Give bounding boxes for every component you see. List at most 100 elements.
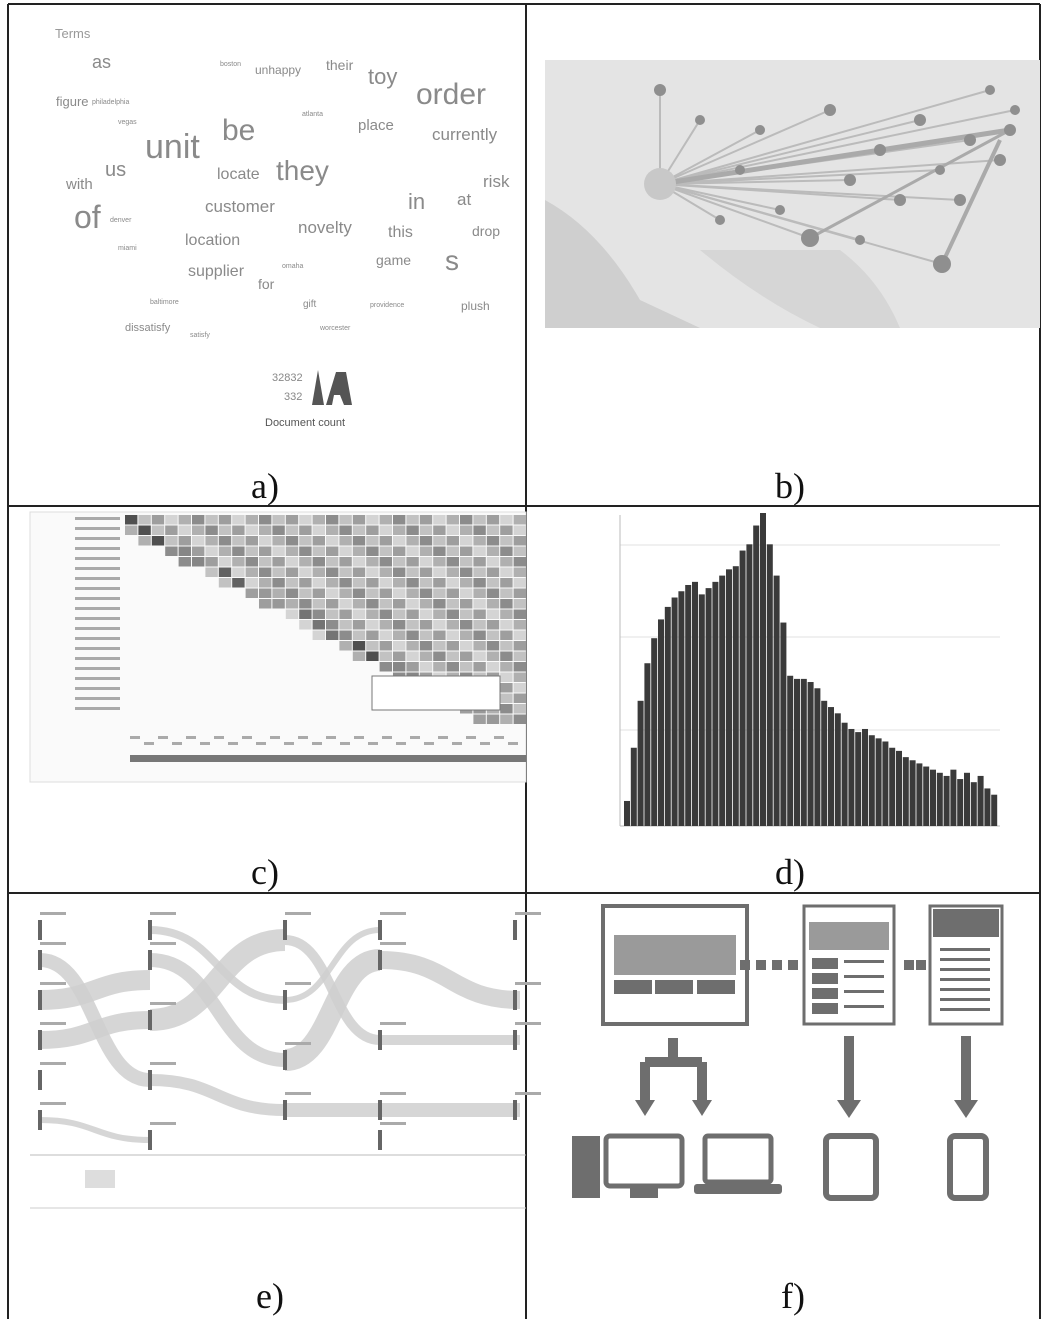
matrix-cell [393,515,406,525]
matrix-cell [406,609,419,619]
histogram-bar [651,638,658,826]
page-block [655,980,693,994]
matrix-cell [433,609,446,619]
matrix-cell [192,546,205,556]
histogram-bar [692,581,698,826]
word: risk [483,172,510,191]
matrix-cell [500,546,513,556]
word: of [74,199,101,235]
matrix-cell [379,630,392,640]
histogram-bar [957,779,964,826]
node-label [40,912,66,915]
matrix-cell [285,609,299,619]
word: game [376,252,411,268]
matrix-cell [379,578,392,588]
sankey-flow [39,953,151,1087]
matrix-cell [500,641,513,651]
matrix-cell [486,525,500,535]
sankey-node [38,1110,42,1130]
histogram-bar [970,782,977,826]
matrix-cell [366,578,379,588]
matrix-cell [379,525,392,535]
matrix-cell [473,651,486,661]
col-label [340,742,350,745]
page-line [940,1008,990,1011]
matrix-cell [366,567,379,577]
histogram-bar [637,700,644,826]
matrix-cell [339,609,352,619]
node-label [380,942,406,945]
matrix-cell [232,525,245,535]
matrix-cell [285,525,299,535]
matrix-cell [486,651,500,661]
matrix-cell [473,567,486,577]
sankey-node [378,1100,382,1120]
matrix-cell [285,567,299,577]
histogram-bar [855,732,862,826]
matrix-cell [259,588,272,598]
map-node [855,235,865,245]
matrix-cell [205,525,218,535]
sankey-flow [149,1074,286,1116]
matrix-cell [312,567,325,577]
page-hero [614,935,736,975]
row-label [75,567,120,570]
col-label [326,736,336,739]
matrix-cell [218,536,232,546]
node-label [285,982,311,985]
matrix-cell [245,525,258,535]
map-node [1004,124,1016,136]
matrix-cell [339,567,352,577]
matrix-cell [352,525,366,535]
node-label [380,912,406,915]
word: in [408,189,425,214]
col-label [270,736,280,739]
map-link [659,183,961,201]
matrix-cell [232,557,245,567]
matrix-cell [460,599,473,609]
matrix-cell [312,630,325,640]
matrix-cell [326,557,339,567]
matrix-cell [473,609,486,619]
matrix-cell [513,630,526,640]
matrix-cell [285,578,299,588]
col-label [214,736,224,739]
matrix-cell [339,546,352,556]
tablet [823,1133,879,1201]
matrix-cell [446,578,459,588]
matrix-cell [259,546,272,556]
histogram-bar [746,544,753,826]
matrix-cell [192,515,205,525]
matrix-cell [433,630,446,640]
matrix-cell [285,599,299,609]
matrix-cell [272,578,285,588]
matrix-cell [259,515,272,525]
map-link [659,183,811,239]
matrix-cell [178,557,191,567]
word: novelty [298,218,352,237]
matrix-cell [285,557,299,567]
matrix-cell [245,567,258,577]
sankey-node [378,950,382,970]
histogram-bar [719,575,726,826]
page-hero [809,922,889,950]
matrix-cell [406,651,419,661]
matrix-cell [272,546,285,556]
matrix-cell [339,630,352,640]
row-label [75,597,120,600]
word: boston [220,61,241,68]
matrix-cell [446,525,459,535]
matrix-cell [285,588,299,598]
histogram-bar [760,513,766,826]
matrix-cell [218,525,232,535]
connector [916,960,926,970]
histogram-bar [630,747,637,826]
matrix-cell [513,620,526,630]
col-label [158,736,168,739]
matrix-cell [419,662,433,672]
histogram-bar [658,619,664,826]
word: place [358,117,394,134]
matrix-cell [218,546,232,556]
responsive-diagram [565,896,1015,1208]
map-node [954,194,966,206]
